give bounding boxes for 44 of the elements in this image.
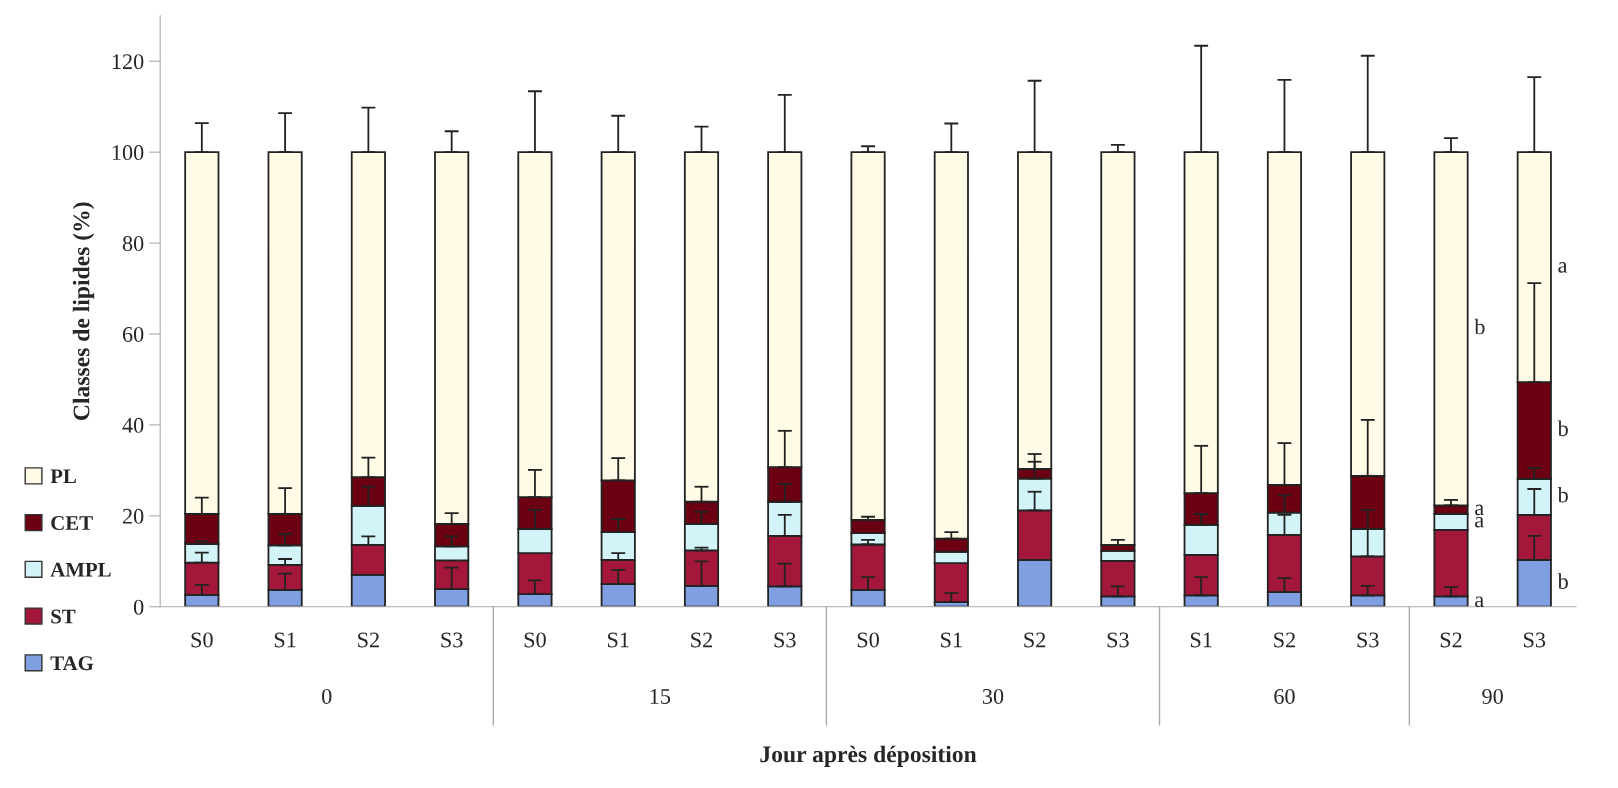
text: 60 [1274,688,1295,704]
legend-label: PL [50,469,76,484]
y-tick-label: 40 [122,417,144,433]
legend-label: ST [51,609,76,624]
legend-label: CET [51,516,93,531]
y-tick-label: 80 [122,236,144,251]
y-tick-label: 20 [122,508,144,524]
text: 90 [1482,688,1503,704]
x-axis-title: Jour après déposition [760,745,977,768]
x-tick-label: S1 [607,632,629,648]
y-tick-label: 120 [112,54,144,70]
data-label: a [1558,262,1568,273]
x-tick-label: S3 [441,632,463,648]
data-label: a [1475,516,1484,528]
y-tick-label: 60 [122,326,144,342]
x-tick-label: S2 [358,632,379,648]
legend-label: AMPL [50,562,111,577]
x-tick-label: S2 [1274,632,1295,648]
x-tick-label: S2 [691,632,713,648]
x-tick-label: S0 [857,632,879,648]
x-tick-label: S2 [1440,632,1462,648]
y-tick-label: 100 [112,145,144,161]
data-label: b [1474,318,1485,335]
text: 15 [650,689,671,704]
data-label: a [1475,596,1484,608]
x-tick-label: S2 [1024,632,1046,648]
data-label: b [1557,486,1568,503]
data-label: b [1557,573,1568,589]
data-label: b [1557,420,1568,437]
legend-label: TAG [50,656,94,671]
x-tick-label: S3 [1107,632,1129,648]
x-tick-label: S0 [524,632,546,648]
x-tick-label: S0 [191,632,213,648]
x-tick-label: S3 [774,632,796,648]
text: 30 [982,688,1004,704]
x-tick-label: S1 [1190,632,1212,648]
y-tick-label: 0 [133,599,144,615]
x-tick-label: S3 [1524,632,1546,648]
x-tick-label: S1 [274,632,296,648]
data-label: a [1475,504,1484,516]
y-axis-title: Classes de lipides (%) [72,202,95,420]
text: 0 [322,688,332,704]
x-tick-label: S3 [1357,632,1379,648]
x-tick-label: S1 [941,632,962,648]
